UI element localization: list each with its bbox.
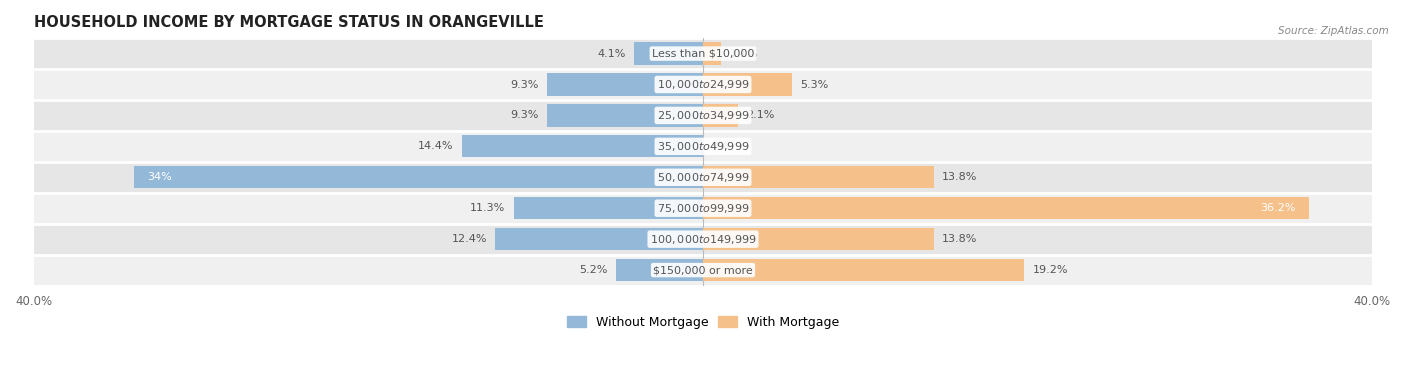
Text: Less than $10,000: Less than $10,000 [652,49,754,58]
Bar [513,197,703,219]
Bar [34,254,1372,285]
Bar [34,100,1372,131]
Text: $100,000 to $149,999: $100,000 to $149,999 [650,233,756,246]
Text: 4.1%: 4.1% [598,49,626,58]
Bar [34,193,1372,224]
Bar [634,43,703,65]
Text: HOUSEHOLD INCOME BY MORTGAGE STATUS IN ORANGEVILLE: HOUSEHOLD INCOME BY MORTGAGE STATUS IN O… [34,15,544,30]
Text: 9.3%: 9.3% [510,80,538,89]
Text: 11.3%: 11.3% [470,203,506,213]
Bar [703,228,934,250]
Bar [616,259,703,281]
Bar [703,104,738,127]
Bar [34,162,1372,193]
Bar [34,224,1372,254]
Text: 12.4%: 12.4% [451,234,486,244]
Text: 36.2%: 36.2% [1260,203,1295,213]
Text: 19.2%: 19.2% [1032,265,1069,275]
Bar [547,74,703,96]
Text: 5.3%: 5.3% [800,80,828,89]
Bar [703,74,792,96]
Bar [34,131,1372,162]
Text: 9.3%: 9.3% [510,110,538,120]
Text: 1.1%: 1.1% [730,49,758,58]
Text: 34%: 34% [148,172,172,182]
Bar [134,166,703,188]
Bar [463,135,703,158]
Bar [495,228,703,250]
Text: $35,000 to $49,999: $35,000 to $49,999 [657,140,749,153]
Text: 13.8%: 13.8% [942,172,977,182]
Bar [703,166,934,188]
Text: 0%: 0% [711,141,728,151]
Text: $25,000 to $34,999: $25,000 to $34,999 [657,109,749,122]
Text: Source: ZipAtlas.com: Source: ZipAtlas.com [1278,26,1389,37]
Text: $75,000 to $99,999: $75,000 to $99,999 [657,202,749,215]
Bar [34,69,1372,100]
Bar [703,197,1309,219]
Text: 2.1%: 2.1% [747,110,775,120]
Text: $150,000 or more: $150,000 or more [654,265,752,275]
Bar [34,38,1372,69]
Text: $10,000 to $24,999: $10,000 to $24,999 [657,78,749,91]
Text: 13.8%: 13.8% [942,234,977,244]
Text: $50,000 to $74,999: $50,000 to $74,999 [657,171,749,184]
Bar [703,259,1025,281]
Bar [703,43,721,65]
Text: 14.4%: 14.4% [418,141,454,151]
Legend: Without Mortgage, With Mortgage: Without Mortgage, With Mortgage [562,311,844,334]
Text: 5.2%: 5.2% [579,265,607,275]
Bar [547,104,703,127]
